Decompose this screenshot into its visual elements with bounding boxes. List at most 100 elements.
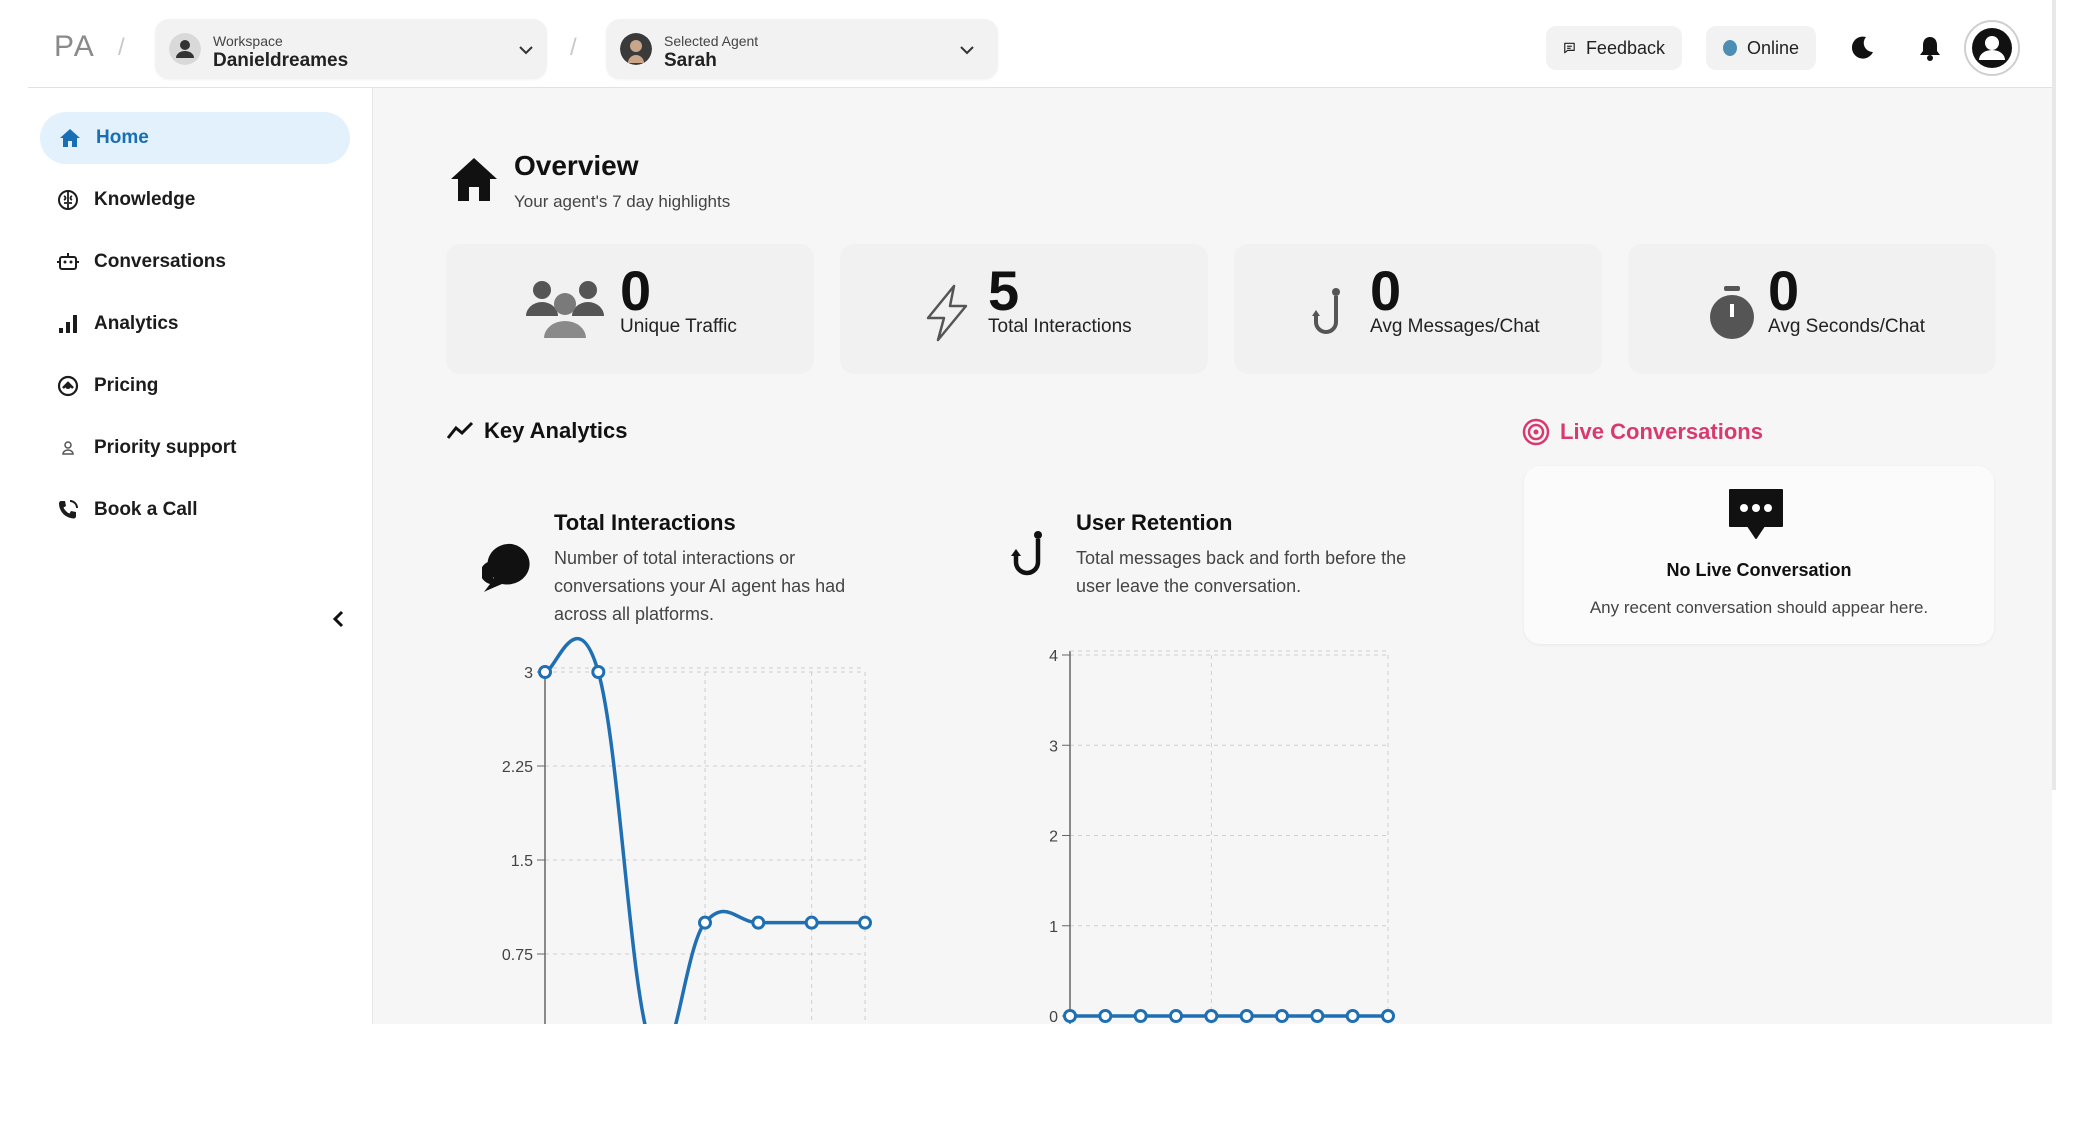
chevron-down-icon[interactable] — [517, 41, 535, 59]
sidebar-item-priority-support[interactable]: Priority support — [40, 422, 350, 474]
breadcrumb-separator: / — [570, 34, 577, 61]
y-tick-label: 2 — [1049, 829, 1058, 846]
stat-card-avg-seconds: 0 Avg Seconds/Chat — [1628, 244, 1996, 374]
stat-value: 0 — [1768, 259, 1800, 322]
sidebar-item-label: Conversations — [94, 251, 226, 272]
data-point — [591, 665, 606, 679]
brain-icon — [58, 190, 78, 210]
stat-card-total-interactions: 5 Total Interactions — [840, 244, 1208, 374]
stat-value: 5 — [988, 259, 1020, 322]
y-tick-label: 3 — [524, 665, 533, 682]
chart-description-line: Total messages back and forth before the — [1076, 548, 1407, 568]
chat-bubbles-icon — [482, 543, 530, 592]
data-point — [1345, 1009, 1360, 1023]
data-point — [1169, 1009, 1183, 1023]
agent-avatar — [620, 33, 652, 65]
robot-icon — [57, 253, 79, 270]
sidebar-item-home[interactable]: Home — [40, 112, 350, 164]
sidebar-item-label: Book a Call — [94, 499, 198, 520]
breadcrumb-separator: / — [118, 34, 125, 61]
sidebar-divider — [372, 88, 373, 1024]
chart-description-line: user leave the conversation. — [1076, 576, 1302, 596]
status-button[interactable]: Online — [1706, 26, 1816, 70]
data-point — [538, 665, 552, 679]
workspace-label: Workspace — [213, 33, 283, 49]
hook-icon — [1312, 288, 1340, 334]
key-analytics-title: Key Analytics — [484, 418, 628, 443]
feedback-label: Feedback — [1585, 37, 1665, 58]
hook-icon — [1011, 531, 1042, 576]
pricing-icon — [57, 375, 79, 397]
page-bottom-area — [0, 1024, 2078, 1130]
stat-label: Total Interactions — [988, 316, 1132, 337]
workspace-avatar-icon — [169, 33, 201, 65]
logo[interactable]: PA — [54, 30, 96, 63]
chart-description-line: conversations your AI agent has had — [554, 576, 846, 596]
data-point — [1275, 1009, 1289, 1023]
page-subtitle: Your agent's 7 day highlights — [514, 192, 731, 211]
bar-chart-icon — [59, 315, 77, 333]
key-analytics-heading: Key Analytics — [446, 418, 627, 444]
data-point — [1239, 1009, 1254, 1023]
sidebar-item-label: Priority support — [94, 437, 237, 458]
sidebar-item-label: Home — [96, 127, 149, 148]
target-icon — [1522, 418, 1550, 446]
stat-card-unique-traffic: 0 Unique Traffic — [446, 244, 814, 374]
live-conversations-heading: Live Conversations — [1522, 418, 1763, 446]
sidebar-item-pricing[interactable]: Pricing — [40, 360, 350, 412]
sidebar — [0, 88, 372, 1024]
live-conversations-title: Live Conversations — [1560, 419, 1763, 444]
chat-dots-icon — [1729, 489, 1783, 539]
agent-label: Selected Agent — [664, 33, 759, 49]
sidebar-item-label: Knowledge — [94, 189, 196, 210]
live-conversation-empty-card: No Live Conversation Any recent conversa… — [1524, 466, 1994, 644]
users-icon — [526, 281, 604, 338]
series-group — [1063, 1009, 1395, 1023]
collapse-sidebar-chevron-left-icon[interactable] — [326, 606, 352, 632]
data-point — [698, 915, 712, 930]
chevron-down-icon[interactable] — [958, 41, 976, 59]
y-tick-label: 3 — [1049, 738, 1058, 755]
home-icon — [60, 129, 80, 147]
scrollbar[interactable] — [2052, 0, 2056, 790]
stat-label: Avg Messages/Chat — [1370, 316, 1540, 337]
data-point — [751, 915, 766, 930]
top-bar: PA / Workspace Danieldreames / Selected … — [0, 0, 2052, 88]
agent-name: Sarah — [664, 50, 717, 71]
data-point — [1381, 1009, 1395, 1023]
stopwatch-icon — [1710, 286, 1754, 339]
trend-line-icon — [446, 421, 474, 439]
empty-state-message: Any recent conversation should appear he… — [1589, 598, 1929, 617]
notification-bell-icon[interactable] — [1916, 34, 1944, 62]
stat-label: Avg Seconds/Chat — [1768, 316, 1926, 337]
y-tick-label: 0 — [1049, 1009, 1058, 1026]
data-point — [1063, 1009, 1077, 1023]
profile-avatar-button[interactable] — [1964, 20, 2020, 76]
sidebar-item-conversations[interactable]: Conversations — [40, 236, 350, 288]
y-tick-label: 2.25 — [502, 759, 533, 776]
workspace-selector[interactable]: Workspace Danieldreames — [155, 19, 547, 79]
stat-value: 0 — [620, 259, 652, 322]
home-icon — [451, 158, 497, 201]
sidebar-item-analytics[interactable]: Analytics — [40, 298, 350, 350]
agent-selector[interactable]: Selected Agent Sarah — [606, 19, 998, 79]
stat-label: Unique Traffic — [620, 316, 737, 337]
dark-mode-moon-icon[interactable] — [1848, 34, 1876, 62]
y-tick-label: 0.75 — [502, 947, 533, 964]
chart-description: Number of total interactions or conversa… — [554, 544, 845, 628]
chart-description-line: Number of total interactions or — [554, 548, 796, 568]
y-tick-label: 4 — [1049, 648, 1058, 665]
chart-title-user-retention: User Retention — [1076, 510, 1233, 535]
series-group — [538, 636, 872, 1024]
data-point — [858, 915, 872, 930]
lightning-icon — [926, 284, 968, 342]
sidebar-item-knowledge[interactable]: Knowledge — [40, 174, 350, 226]
sidebar-item-book-a-call[interactable]: Book a Call — [40, 484, 350, 536]
total-interactions-chart: 3 2.25 1.5 0.75 — [502, 636, 872, 1024]
feedback-button[interactable]: Feedback — [1546, 26, 1682, 70]
status-label: Online — [1746, 37, 1799, 58]
chart-description: Total messages back and forth before the… — [1076, 544, 1406, 600]
sidebar-item-label: Pricing — [94, 375, 159, 396]
online-status-dot — [1723, 40, 1737, 56]
phone-icon — [59, 500, 78, 519]
